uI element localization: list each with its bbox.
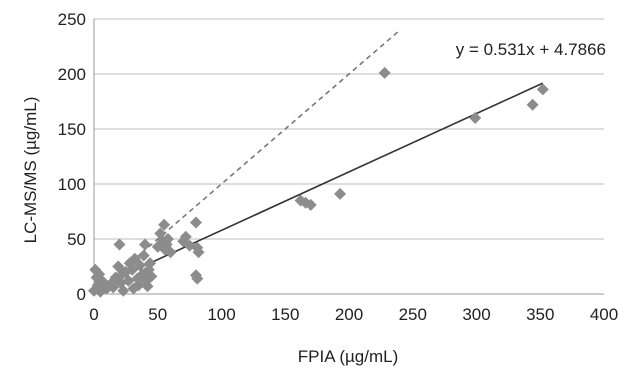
tick-labels: 0 50 100 150 200 250 0 50 100 150 200 250 300 350 400: [58, 10, 619, 324]
regression-equation: y = 0.531x + 4.7866: [456, 40, 606, 59]
x-tick-label: 50: [148, 305, 167, 324]
data-point: [164, 246, 177, 259]
y-tick-label: 0: [77, 285, 86, 304]
data-point: [179, 230, 192, 243]
x-tick-label: 400: [590, 305, 618, 324]
data-point: [334, 187, 347, 200]
y-axis-label: LC-MS/MS (µg/mL): [21, 97, 40, 244]
data-point: [107, 281, 120, 294]
y-tick-label: 200: [58, 65, 86, 84]
data-point: [526, 98, 539, 111]
x-tick-label: 300: [462, 305, 490, 324]
x-tick-label: 350: [526, 305, 554, 324]
x-tick-label: 0: [89, 305, 98, 324]
x-tick-label: 150: [271, 305, 299, 324]
data-point: [113, 238, 126, 251]
x-axis-label: FPIA (µg/mL): [298, 347, 398, 366]
data-point: [137, 249, 150, 262]
data-point: [190, 216, 202, 229]
y-tick-label: 250: [58, 10, 86, 29]
data-point: [122, 274, 135, 287]
trend-lines: [93, 29, 544, 295]
data-point: [192, 246, 205, 259]
data-point: [141, 280, 154, 293]
data-point: [161, 233, 174, 245]
data-point: [145, 270, 158, 283]
data-point: [139, 238, 151, 251]
x-tick-label: 100: [207, 305, 235, 324]
data-point: [117, 284, 130, 297]
data-point: [304, 198, 317, 211]
x-tick-label: 250: [399, 305, 427, 324]
data-point: [469, 112, 482, 124]
data-point: [378, 66, 391, 79]
y-tick-label: 150: [58, 120, 86, 139]
data-point: [133, 259, 146, 272]
data-point: [144, 257, 157, 270]
data-point: [132, 279, 145, 292]
x-tick-label: 200: [335, 305, 363, 324]
axes: [93, 19, 604, 295]
data-point: [126, 263, 139, 276]
data-point: [536, 83, 549, 96]
y-tick-label: 50: [67, 230, 86, 249]
data-point: [158, 218, 171, 231]
y-tick-label: 100: [58, 175, 86, 194]
data-points: [88, 66, 549, 298]
data-point: [191, 272, 204, 285]
gridlines: [94, 18, 604, 240]
